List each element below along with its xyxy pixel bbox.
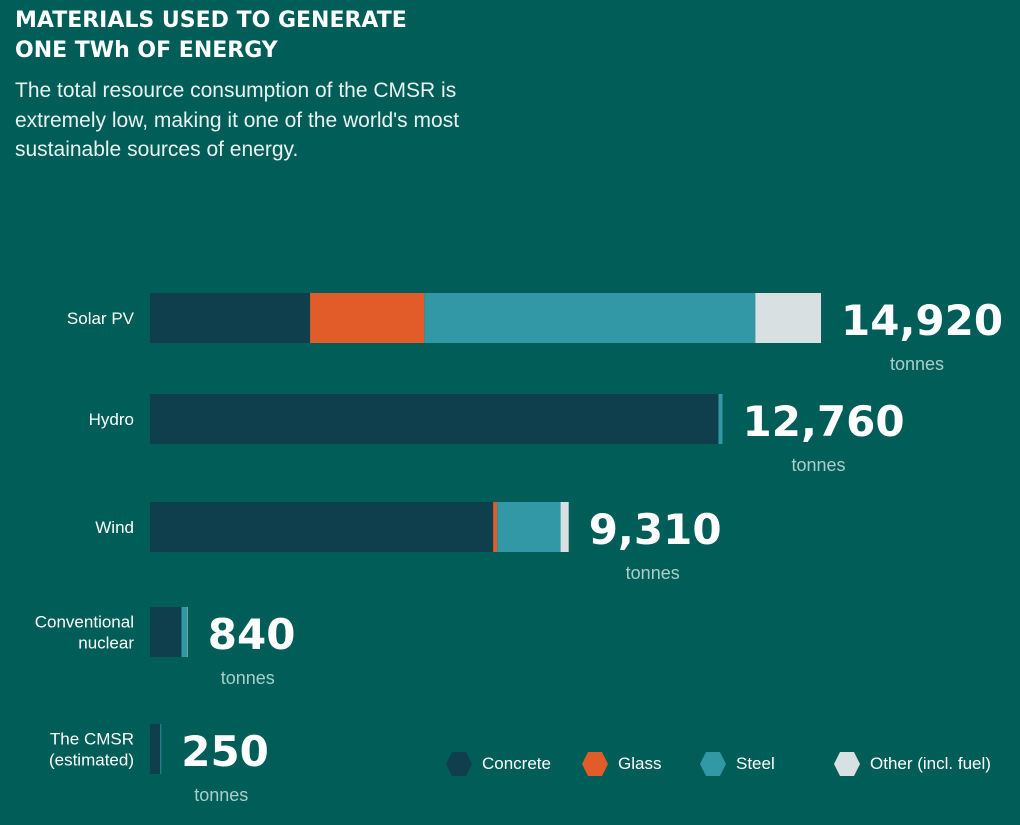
legend-item-concrete: Concrete	[445, 750, 551, 778]
legend-label-concrete: Concrete	[482, 754, 551, 773]
other-hexagon-icon	[834, 752, 860, 776]
chart-title: MATERIALS USED TO GENERATE ONE TWh OF EN…	[15, 6, 475, 66]
bar-segment-glass	[493, 502, 498, 552]
bar-segment-concrete	[150, 502, 494, 552]
bar-segment-concrete	[150, 607, 182, 657]
bar-segment-other	[560, 502, 569, 552]
bar-segment-steel	[497, 502, 561, 552]
bar-segment-glass	[310, 293, 425, 343]
legend-item-glass: Glass	[581, 750, 661, 778]
total-value-label: 9,310	[589, 505, 722, 554]
bar-segment-concrete	[150, 293, 311, 343]
total-value-label: 14,920	[841, 296, 1003, 345]
total-value-label: 12,760	[743, 397, 905, 446]
bar-segment-steel	[160, 724, 162, 774]
concrete-hexagon-icon	[446, 752, 472, 776]
legend-item-steel: Steel	[699, 750, 775, 778]
chart-legend: Concrete Glass Steel Other (incl. fuel)	[445, 750, 1005, 778]
unit-label: tonnes	[626, 563, 680, 583]
unit-label: tonnes	[221, 668, 275, 688]
chart-subtitle: The total resource consumption of the CM…	[15, 79, 460, 161]
bar-segment-concrete	[150, 724, 161, 774]
category-label: Hydro	[89, 410, 134, 429]
unit-label: tonnes	[890, 354, 944, 374]
legend-item-other: Other (incl. fuel)	[833, 750, 991, 778]
category-label: The CMSR	[50, 730, 134, 749]
chart-title-line-1: MATERIALS USED TO GENERATE	[15, 8, 407, 33]
legend-label-glass: Glass	[618, 754, 662, 773]
category-label: Conventional	[35, 613, 134, 632]
unit-label: tonnes	[791, 455, 845, 475]
category-label: Solar PV	[67, 309, 135, 328]
bar-segment-steel	[424, 293, 756, 343]
legend-label-other: Other (incl. fuel)	[870, 754, 991, 773]
bar-segment-other	[755, 293, 821, 343]
category-label: nuclear	[78, 634, 134, 653]
bar-segment-steel	[181, 607, 188, 657]
bar-segment-steel	[718, 394, 723, 444]
category-label: Wind	[95, 518, 134, 537]
bar-segment-concrete	[150, 394, 719, 444]
total-value-label: 250	[181, 727, 269, 776]
legend-label-steel: Steel	[736, 754, 775, 773]
total-value-label: 840	[208, 610, 296, 659]
category-label: (estimated)	[49, 751, 134, 770]
glass-hexagon-icon	[582, 752, 608, 776]
steel-hexagon-icon	[700, 752, 726, 776]
chart-title-line-2: ONE TWh OF ENERGY	[15, 38, 278, 63]
unit-label: tonnes	[194, 785, 248, 805]
